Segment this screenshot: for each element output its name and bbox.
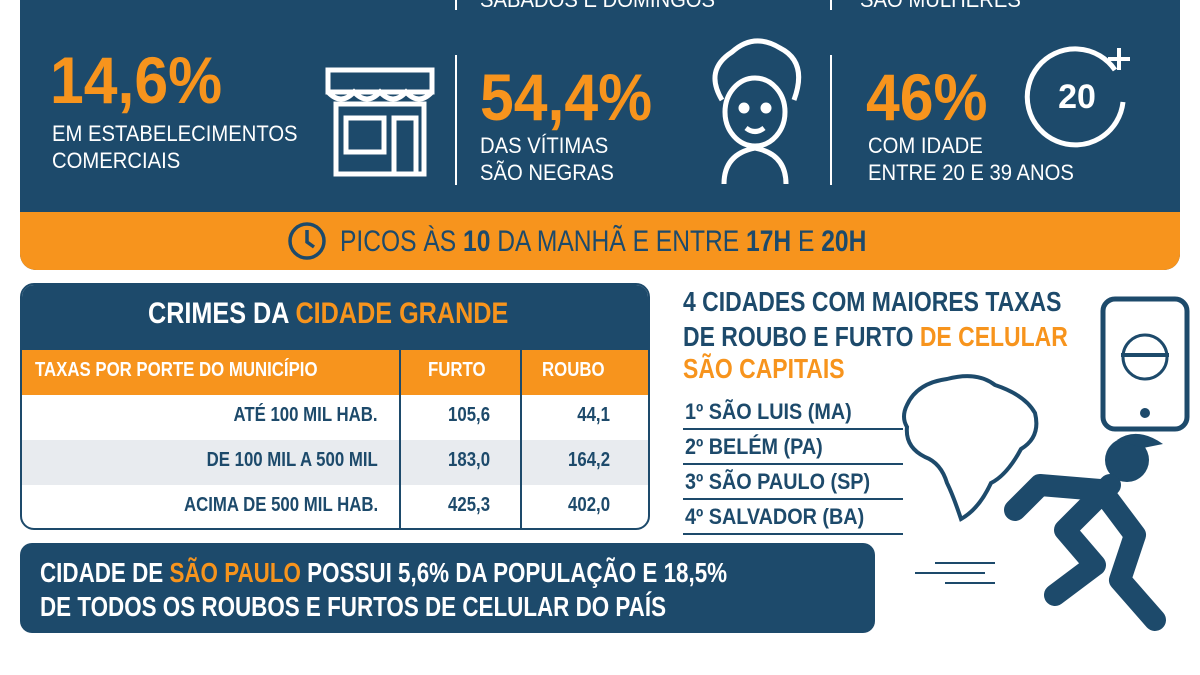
city-rule	[683, 463, 903, 465]
footer-text: CIDADE DE SÃO PAULO POSSUI 5,6% DA POPUL…	[40, 556, 727, 589]
table-value: 164,2	[567, 449, 610, 471]
table-value: 105,6	[447, 404, 490, 426]
stat-label: EM ESTABELECIMENTOS	[52, 121, 298, 146]
title-part: DE ROUBO E FURTO	[683, 321, 920, 352]
illustration	[902, 296, 1190, 631]
table-header: TAXAS POR PORTE DO MUNICÍPIO	[35, 359, 318, 381]
title-part: CRIMES DA	[148, 297, 296, 330]
table-title-bg	[22, 285, 648, 350]
age-number: 20	[1058, 78, 1096, 116]
peak-text: PICOS ÀS 10 DA MANHÃ E ENTRE 17H E 20H	[340, 224, 866, 260]
table-row-label: DE 100 MIL A 500 MIL	[206, 449, 378, 471]
city-item: 3º SÃO PAULO (SP)	[685, 469, 871, 494]
cities-title: 4 CIDADES COM MAIORES TAXAS	[683, 286, 1062, 317]
city-item: 4º SALVADOR (BA)	[685, 504, 865, 529]
table-row-label: ATÉ 100 MIL HAB.	[233, 404, 378, 426]
table-title: CRIMES DA CIDADE GRANDE	[148, 296, 508, 332]
peak-part: 20H	[821, 225, 867, 258]
stat-value: 46%	[866, 60, 988, 134]
peak-part: 17H	[746, 225, 792, 258]
city-rule	[683, 498, 903, 500]
clock-icon	[288, 222, 326, 260]
footer-part: CIDADE DE	[40, 557, 170, 588]
city-rule	[683, 533, 903, 535]
cities-title: DE ROUBO E FURTO DE CELULAR	[683, 320, 1068, 354]
face-icon	[712, 38, 802, 185]
footer-text: DE TODOS OS ROUBOS E FURTOS DE CELULAR D…	[40, 591, 667, 622]
city-item: 2º BELÉM (PA)	[685, 434, 823, 459]
divider	[830, 0, 832, 10]
table	[20, 283, 650, 530]
stat-label: SÃO NEGRAS	[480, 160, 614, 185]
peak-part: DA MANHÃ E ENTRE	[490, 225, 747, 258]
footer-box	[20, 543, 875, 633]
table-header: ROUBO	[542, 359, 605, 381]
table-value: 183,0	[447, 449, 490, 471]
table-value: 425,3	[447, 494, 490, 516]
divider	[830, 55, 832, 185]
stat-value: 14,6%	[50, 43, 223, 117]
cities-title: SÃO CAPITAIS	[683, 353, 845, 384]
stat-value: 54,4%	[480, 60, 653, 134]
col-line	[399, 350, 401, 528]
stat-label: ENTRE 20 E 39 ANOS	[868, 160, 1074, 185]
title-part: CIDADE GRANDE	[295, 297, 509, 330]
table-value: 402,0	[567, 494, 610, 516]
peak-part: PICOS ÀS	[340, 225, 464, 258]
peak-strip	[20, 212, 1180, 270]
footer-part: SÃO PAULO	[169, 557, 301, 588]
row-bg	[22, 440, 648, 485]
stat-label: COMERCIAIS	[52, 148, 181, 173]
col-line	[520, 350, 522, 528]
footer-part: POSSUI 5,6% DA POPULAÇÃO E 18,5%	[300, 557, 728, 588]
table-header-bg	[22, 350, 648, 395]
peak-part: 10	[463, 225, 491, 258]
table-row-label: ACIMA DE 500 MIL HAB.	[183, 494, 378, 516]
title-part: DE CELULAR	[919, 321, 1068, 352]
peak-part: E	[791, 225, 822, 258]
table-header: FURTO	[428, 359, 486, 381]
partial-text: SÁBADOS E DOMINGOS	[480, 0, 715, 13]
divider	[455, 55, 457, 185]
stat-label: COM IDADE	[868, 133, 983, 158]
table-value: 44,1	[577, 404, 610, 426]
partial-text: SÃO MULHERES	[860, 0, 1021, 13]
stat-label: DAS VÍTIMAS	[480, 133, 609, 158]
city-item: 1º SÃO LUIS (MA)	[685, 399, 852, 424]
age-icon: 20	[1024, 46, 1130, 148]
store-icon	[325, 67, 435, 177]
city-rule	[683, 428, 903, 430]
divider	[455, 0, 457, 10]
